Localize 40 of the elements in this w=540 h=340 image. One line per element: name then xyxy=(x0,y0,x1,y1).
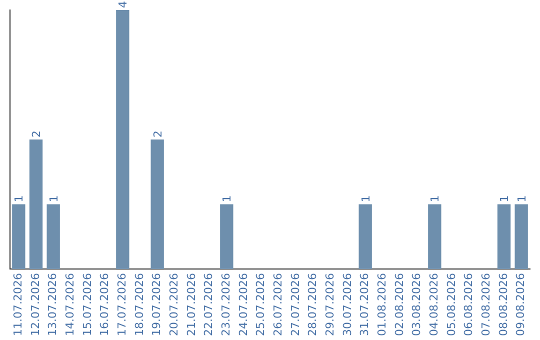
x-tick-label: 17.07.2026 xyxy=(116,273,129,336)
x-tick-label: 12.07.2026 xyxy=(28,273,42,336)
x-tick-label: 09.08.2026 xyxy=(514,273,528,336)
x-tick-label: 16.07.2026 xyxy=(98,273,112,336)
x-tick-label: 08.08.2026 xyxy=(496,273,510,336)
x-tick-label: 11.07.2026 xyxy=(12,273,25,336)
x-tick-label: 14.07.2026 xyxy=(64,273,77,336)
x-tick-label: 20.07.2026 xyxy=(168,273,181,336)
x-tick-label: 30.07.2026 xyxy=(340,273,354,336)
x-tick-label: 04.08.2026 xyxy=(428,273,441,336)
x-tick-label: 02.08.2026 xyxy=(392,273,406,336)
x-tick-label: 01.08.2026 xyxy=(376,273,389,336)
x-tick-label: 15.07.2026 xyxy=(80,273,94,336)
x-tick-label: 06.08.2026 xyxy=(462,273,476,336)
x-tick-label: 22.07.2026 xyxy=(202,273,216,336)
data-label: 1 xyxy=(12,195,26,202)
x-tick-label: 07.08.2026 xyxy=(480,273,493,336)
x-tick-label: 03.08.2026 xyxy=(410,273,424,336)
data-label: 1 xyxy=(359,195,372,202)
x-tick-label: 23.07.2026 xyxy=(220,273,233,336)
data-label: 4 xyxy=(116,1,130,8)
data-label: 1 xyxy=(498,195,511,202)
x-tick-label: 31.07.2026 xyxy=(358,273,372,336)
x-tick-label: 28.07.2026 xyxy=(306,273,320,336)
data-label: 1 xyxy=(47,195,60,202)
data-label: 1 xyxy=(220,195,234,202)
data-label: 1 xyxy=(428,195,442,202)
x-tick-label: 29.07.2026 xyxy=(324,273,337,336)
x-tick-label: 24.07.2026 xyxy=(236,273,250,336)
data-label: 2 xyxy=(151,130,164,138)
x-tick-label: 05.08.2026 xyxy=(444,273,458,336)
x-tick-label: 21.07.2026 xyxy=(184,273,198,336)
x-tick-label: 19.07.2026 xyxy=(150,273,164,336)
data-label: 1 xyxy=(515,195,528,202)
x-tick-label: 27.07.2026 xyxy=(288,273,302,336)
x-tick-label: 26.07.2026 xyxy=(272,273,285,336)
x-tick-label: 25.07.2026 xyxy=(254,273,268,336)
data-label: 2 xyxy=(30,130,43,138)
x-tick-label: 13.07.2026 xyxy=(46,273,60,336)
x-tick-label: 18.07.2026 xyxy=(132,273,146,336)
